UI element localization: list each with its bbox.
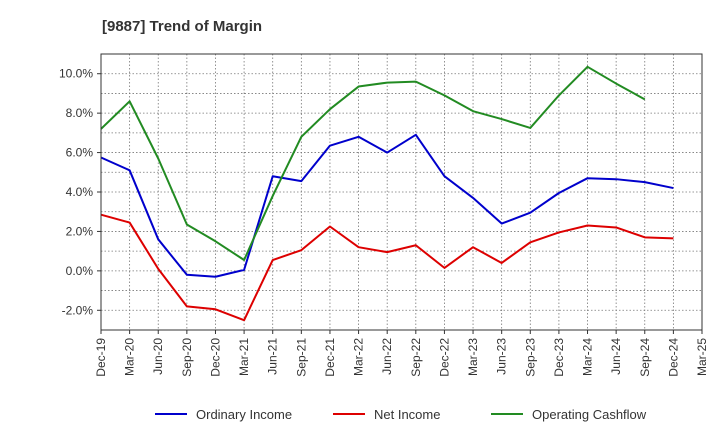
x-tick-label: Sep-22: [409, 338, 423, 377]
legend-label: Net Income: [374, 407, 440, 422]
y-tick-label: 0.0%: [66, 264, 94, 278]
legend-label: Ordinary Income: [196, 407, 292, 422]
x-tick-label: Sep-21: [294, 338, 308, 377]
x-tick-label: Jun-22: [380, 338, 394, 375]
x-tick-label: Jun-20: [151, 338, 165, 375]
series-line-ordinary-income: [100, 133, 674, 278]
x-tick-label: Dec-20: [208, 338, 222, 377]
x-tick-label: Mar-21: [237, 338, 251, 376]
x-tick-label: Dec-23: [552, 338, 566, 377]
x-tick-label: Dec-22: [437, 338, 451, 377]
x-tick-label: Mar-23: [466, 338, 480, 376]
y-tick-label: 6.0%: [66, 146, 94, 160]
series-line-operating-cashflow: [100, 65, 646, 262]
x-tick-label: Mar-22: [352, 338, 366, 376]
series-line-net-income: [100, 213, 674, 322]
series-layer: [100, 65, 674, 322]
x-tick-label: Sep-24: [638, 338, 652, 377]
y-tick-label: 8.0%: [66, 106, 94, 120]
x-tick-label: Mar-24: [581, 338, 595, 376]
y-tick-label: -2.0%: [62, 303, 94, 317]
x-tick-label: Sep-23: [523, 338, 537, 377]
x-tick-label: Jun-24: [609, 338, 623, 375]
plot-frame: [100, 53, 703, 331]
y-tick-label: 4.0%: [66, 185, 94, 199]
y-tick-label: 10.0%: [59, 67, 93, 81]
grid-layer: [101, 54, 702, 330]
x-tick-label: Jun-23: [495, 338, 509, 375]
x-tick-label: Dec-19: [94, 338, 108, 377]
x-tick-label: Jun-21: [266, 338, 280, 375]
x-tick-label: Mar-25: [695, 338, 709, 376]
x-tick-label: Sep-20: [180, 338, 194, 377]
legend-label: Operating Cashflow: [532, 407, 647, 422]
y-tick-label: 2.0%: [66, 224, 94, 238]
x-tick-label: Dec-24: [666, 338, 680, 377]
x-tick-label: Mar-20: [123, 338, 137, 376]
legend: Ordinary Income Net Income Operating Cashf…: [155, 407, 647, 422]
axis-layer: -2.0% 0.0% 2.0% 4.0% 6.0% 8.0% 10.0% Dec-19 Mar-…: [59, 53, 709, 377]
x-tick-label: Dec-21: [323, 338, 337, 377]
chart-title: [9887] Trend of Margin: [102, 18, 262, 35]
